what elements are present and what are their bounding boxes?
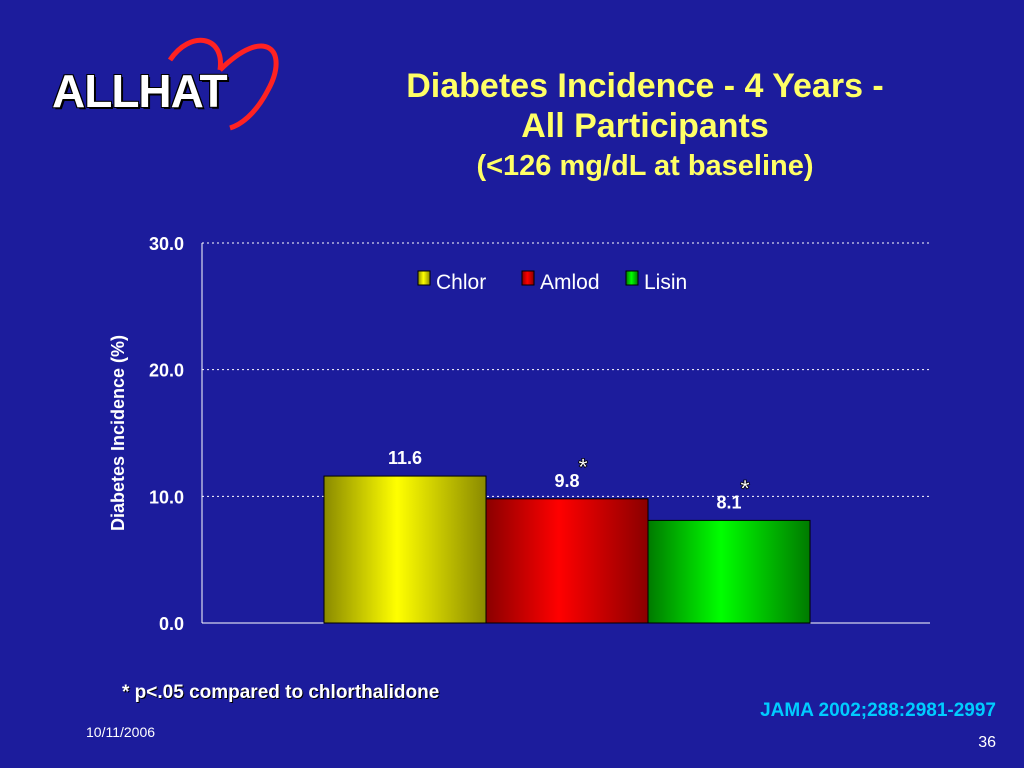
bar-value-label: 8.1 <box>716 492 741 512</box>
significance-marker: * <box>740 475 750 502</box>
bar-lisin <box>647 519 811 624</box>
title-line-1: Diabetes Incidence - 4 Years - <box>406 67 884 105</box>
y-axis-label: Diabetes Incidence (%) <box>108 335 128 531</box>
y-tick-label: 10.0 <box>149 487 184 507</box>
y-tick-label: 0.0 <box>159 614 184 634</box>
citation: JAMA 2002;288:2981-2997 <box>760 700 996 721</box>
legend-swatch-lisin <box>625 270 639 286</box>
legend-label-chlor: Chlor <box>436 271 486 294</box>
slide-title: Diabetes Incidence - 4 Years - All Parti… <box>330 66 960 186</box>
title-line-3: (<126 mg/dL at baseline) <box>476 150 814 182</box>
y-tick-label: 30.0 <box>149 234 184 254</box>
logo-text: ALLHAT <box>52 65 228 117</box>
allhat-logo: ALLHAT <box>40 30 290 140</box>
y-tick-label: 20.0 <box>149 361 184 381</box>
bar-chlor <box>323 475 487 624</box>
significance-marker: * <box>578 454 588 481</box>
bar-amlod <box>485 498 649 624</box>
bar-value-label: 11.6 <box>388 448 422 468</box>
legend-swatch-chlor <box>417 270 431 286</box>
bar-value-label: 9.8 <box>554 471 579 491</box>
legend-label-amlod: Amlod <box>540 271 600 294</box>
legend-label-lisin: Lisin <box>644 271 687 294</box>
footnote: * p<.05 compared to chlorthalidone <box>122 682 440 703</box>
page-number: 36 <box>978 734 996 751</box>
title-line-2: All Participants <box>521 107 769 145</box>
diabetes-bar-chart: 0.0 10.0 20.0 30.0 Diabetes Incidence (%) 11.… <box>108 234 930 634</box>
legend-swatch-amlod <box>521 270 535 286</box>
heart-icon <box>167 37 279 131</box>
slide-date: 10/11/2006 <box>86 724 156 740</box>
